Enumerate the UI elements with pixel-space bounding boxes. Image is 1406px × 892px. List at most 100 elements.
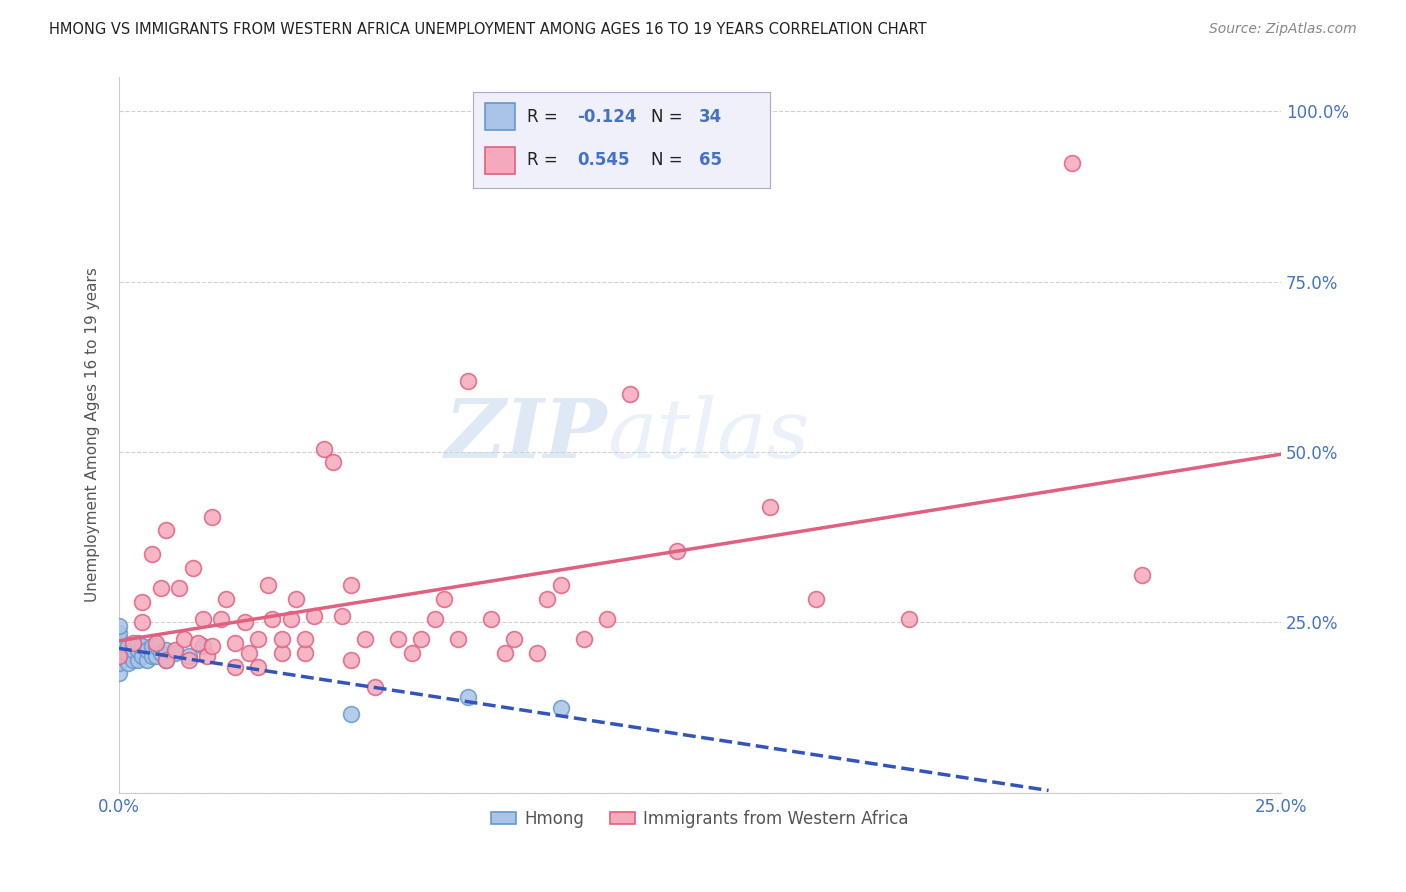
- Y-axis label: Unemployment Among Ages 16 to 19 years: Unemployment Among Ages 16 to 19 years: [86, 268, 100, 602]
- Point: [596, 612, 619, 626]
- Point: [108, 632, 131, 647]
- Point: [108, 639, 131, 653]
- Point: [122, 636, 145, 650]
- Point: [108, 649, 131, 664]
- Point: [117, 646, 139, 660]
- Point: [149, 582, 172, 596]
- Point: [108, 666, 131, 681]
- Point: [117, 657, 139, 671]
- Point: [224, 659, 246, 673]
- Point: [387, 632, 409, 647]
- Point: [256, 578, 278, 592]
- Point: [1060, 155, 1083, 169]
- Point: [108, 636, 131, 650]
- Point: [447, 632, 470, 647]
- Point: [550, 700, 572, 714]
- Point: [163, 642, 186, 657]
- Point: [322, 455, 344, 469]
- Point: [155, 653, 177, 667]
- Point: [294, 646, 316, 660]
- Point: [340, 653, 363, 667]
- Point: [163, 646, 186, 660]
- Point: [195, 649, 218, 664]
- Point: [354, 632, 377, 647]
- Point: [187, 636, 209, 650]
- Point: [215, 591, 238, 606]
- Point: [155, 642, 177, 657]
- Text: atlas: atlas: [607, 395, 810, 475]
- Text: HMONG VS IMMIGRANTS FROM WESTERN AFRICA UNEMPLOYMENT AMONG AGES 16 TO 19 YEARS C: HMONG VS IMMIGRANTS FROM WESTERN AFRICA …: [49, 22, 927, 37]
- Point: [758, 500, 780, 514]
- Point: [238, 646, 260, 660]
- Point: [108, 619, 131, 633]
- Point: [183, 561, 205, 575]
- Point: [141, 547, 163, 561]
- Point: [201, 639, 224, 653]
- Point: [479, 612, 502, 626]
- Point: [127, 642, 149, 657]
- Point: [131, 595, 153, 609]
- Point: [312, 442, 335, 456]
- Text: ZIP: ZIP: [444, 395, 607, 475]
- Point: [401, 646, 423, 660]
- Point: [136, 653, 159, 667]
- Point: [145, 649, 167, 664]
- Point: [136, 642, 159, 657]
- Point: [155, 524, 177, 538]
- Point: [550, 578, 572, 592]
- Point: [233, 615, 256, 630]
- Point: [457, 690, 479, 705]
- Point: [304, 608, 326, 623]
- Point: [423, 612, 446, 626]
- Point: [145, 636, 167, 650]
- Point: [131, 639, 153, 653]
- Point: [209, 612, 232, 626]
- Point: [191, 639, 214, 653]
- Point: [127, 653, 149, 667]
- Point: [108, 625, 131, 640]
- Point: [572, 632, 595, 647]
- Point: [131, 649, 153, 664]
- Point: [262, 612, 284, 626]
- Text: Source: ZipAtlas.com: Source: ZipAtlas.com: [1209, 22, 1357, 37]
- Point: [270, 632, 292, 647]
- Point: [457, 374, 479, 388]
- Point: [191, 612, 214, 626]
- Point: [177, 653, 200, 667]
- Point: [247, 632, 270, 647]
- Point: [122, 642, 145, 657]
- Point: [224, 636, 246, 650]
- Point: [536, 591, 558, 606]
- Point: [503, 632, 526, 647]
- Point: [411, 632, 433, 647]
- Point: [294, 632, 316, 647]
- Point: [284, 591, 307, 606]
- Point: [806, 591, 828, 606]
- Point: [117, 639, 139, 653]
- Point: [898, 612, 921, 626]
- Point: [526, 646, 548, 660]
- Legend: Hmong, Immigrants from Western Africa: Hmong, Immigrants from Western Africa: [485, 803, 915, 834]
- Point: [665, 544, 688, 558]
- Point: [330, 608, 353, 623]
- Point: [141, 639, 163, 653]
- Point: [141, 649, 163, 664]
- Point: [127, 636, 149, 650]
- Point: [108, 642, 131, 657]
- Point: [122, 653, 145, 667]
- Point: [108, 649, 131, 664]
- Point: [177, 649, 200, 664]
- Point: [201, 509, 224, 524]
- Point: [280, 612, 302, 626]
- Point: [131, 615, 153, 630]
- Point: [340, 707, 363, 722]
- Point: [155, 653, 177, 667]
- Point: [619, 387, 641, 401]
- Point: [494, 646, 516, 660]
- Point: [433, 591, 456, 606]
- Point: [340, 578, 363, 592]
- Point: [145, 639, 167, 653]
- Point: [270, 646, 292, 660]
- Point: [173, 632, 195, 647]
- Point: [247, 659, 270, 673]
